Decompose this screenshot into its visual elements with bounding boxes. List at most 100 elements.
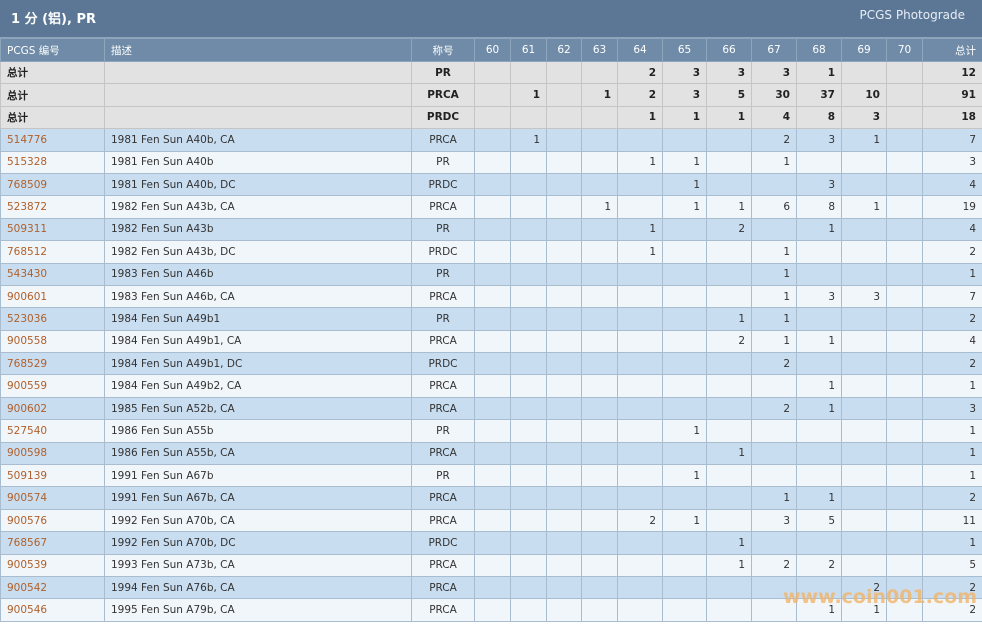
pcgs-number-link[interactable]: 515328 bbox=[7, 156, 48, 169]
pcgs-number-link[interactable]: 543430 bbox=[7, 268, 48, 281]
coin-row: 900602 1985 Fen Sun A52b, CA PRCA 2 1 3 bbox=[0, 396, 982, 421]
cell bbox=[706, 374, 752, 398]
pcgs-number-link[interactable]: 509139 bbox=[7, 469, 48, 482]
cell: 768509 bbox=[0, 172, 105, 197]
cell bbox=[581, 240, 618, 264]
cell: 18 bbox=[922, 105, 982, 130]
cell bbox=[662, 217, 707, 242]
cell: 514776 bbox=[0, 128, 105, 152]
cell bbox=[886, 419, 923, 443]
cell bbox=[474, 60, 511, 85]
coin-row: 900542 1994 Fen Sun A76b, CA PRCA 2 2 bbox=[0, 575, 982, 600]
cell bbox=[796, 531, 842, 555]
cell bbox=[617, 307, 663, 331]
cell bbox=[841, 217, 887, 242]
pcgs-number-link[interactable]: 523036 bbox=[7, 312, 48, 325]
coin-row: 768529 1984 Fen Sun A49b1, DC PRDC 2 2 bbox=[0, 352, 982, 376]
cell bbox=[510, 284, 547, 309]
pcgs-number-link[interactable]: 900559 bbox=[7, 380, 48, 393]
cell bbox=[474, 329, 511, 354]
pcgs-number-link[interactable]: 900558 bbox=[7, 335, 48, 348]
cell bbox=[546, 284, 582, 309]
pcgs-number-link[interactable]: 768529 bbox=[7, 357, 48, 370]
coin-row: 900574 1991 Fen Sun A67b, CA PRCA 1 1 2 bbox=[0, 486, 982, 510]
cell bbox=[510, 172, 547, 197]
pcgs-number-link[interactable]: 768509 bbox=[7, 178, 48, 191]
cell: 768512 bbox=[0, 240, 105, 264]
cell bbox=[581, 598, 618, 622]
cell: 37 bbox=[796, 83, 842, 107]
cell bbox=[474, 486, 511, 510]
cell bbox=[581, 352, 618, 376]
pcgs-number-link[interactable]: 900602 bbox=[7, 402, 48, 415]
pcgs-number-link[interactable]: 900539 bbox=[7, 559, 48, 572]
column-header: 67 bbox=[751, 38, 797, 62]
column-header: 60 bbox=[474, 38, 511, 62]
cell bbox=[546, 396, 582, 421]
cell bbox=[706, 575, 752, 600]
cell: 1983 Fen Sun A46b, CA bbox=[104, 284, 412, 309]
cell bbox=[474, 575, 511, 600]
cell: 1 bbox=[922, 419, 982, 443]
pcgs-number-link[interactable]: 900546 bbox=[7, 604, 48, 617]
cell bbox=[886, 240, 923, 264]
coin-row: 900576 1992 Fen Sun A70b, CA PRCA 2 1 3 5 11 bbox=[0, 508, 982, 533]
cell: 900574 bbox=[0, 486, 105, 510]
cell bbox=[546, 374, 582, 398]
cell bbox=[474, 128, 511, 152]
cell: PRDC bbox=[411, 531, 475, 555]
cell: PRCA bbox=[411, 195, 475, 219]
cell: 19 bbox=[922, 195, 982, 219]
cell bbox=[510, 531, 547, 555]
cell bbox=[841, 352, 887, 376]
cell: 3 bbox=[751, 60, 797, 85]
column-header: 64 bbox=[617, 38, 663, 62]
cell: 1 bbox=[510, 83, 547, 107]
cell: 900559 bbox=[0, 374, 105, 398]
pcgs-number-link[interactable]: 768512 bbox=[7, 245, 48, 258]
pcgs-number-link[interactable]: 900601 bbox=[7, 290, 48, 303]
cell: 1 bbox=[751, 150, 797, 174]
cell bbox=[796, 240, 842, 264]
cell bbox=[510, 486, 547, 510]
cell: 1992 Fen Sun A70b, CA bbox=[104, 508, 412, 533]
pcgs-number-link[interactable]: 900574 bbox=[7, 492, 48, 505]
column-header: 65 bbox=[662, 38, 707, 62]
cell: 509139 bbox=[0, 464, 105, 488]
pcgs-number-link[interactable]: 900576 bbox=[7, 514, 48, 527]
cell bbox=[581, 150, 618, 174]
pcgs-number-link[interactable]: 514776 bbox=[7, 133, 48, 146]
cell bbox=[841, 419, 887, 443]
cell bbox=[617, 598, 663, 622]
cell bbox=[474, 217, 511, 242]
pcgs-number-link[interactable]: 900598 bbox=[7, 447, 48, 460]
cell: 1 bbox=[662, 464, 707, 488]
cell: 1 bbox=[617, 105, 663, 130]
pcgs-number-link[interactable]: 768567 bbox=[7, 536, 48, 549]
subtitle[interactable]: PCGS Photograde bbox=[859, 8, 965, 22]
cell bbox=[546, 486, 582, 510]
pcgs-number-link[interactable]: 509311 bbox=[7, 223, 48, 236]
column-header: 63 bbox=[581, 38, 618, 62]
cell: PR bbox=[411, 419, 475, 443]
pcgs-number-link[interactable]: 523872 bbox=[7, 201, 48, 214]
cell: PR bbox=[411, 217, 475, 242]
cell bbox=[886, 352, 923, 376]
cell: 3 bbox=[922, 150, 982, 174]
cell bbox=[841, 441, 887, 466]
cell bbox=[886, 83, 923, 107]
cell bbox=[474, 553, 511, 577]
cell bbox=[617, 553, 663, 577]
cell: 1 bbox=[751, 486, 797, 510]
cell: 1 bbox=[796, 217, 842, 242]
cell bbox=[796, 150, 842, 174]
column-header: PCGS 编号 bbox=[0, 38, 105, 62]
cell: 768567 bbox=[0, 531, 105, 555]
coin-row: 514776 1981 Fen Sun A40b, CA PRCA 1 2 3 1 7 bbox=[0, 128, 982, 152]
cell bbox=[581, 284, 618, 309]
cell bbox=[510, 575, 547, 600]
pcgs-number-link[interactable]: 900542 bbox=[7, 581, 48, 594]
cell: 1 bbox=[922, 531, 982, 555]
pcgs-number-link[interactable]: 527540 bbox=[7, 424, 48, 437]
coin-row: 543430 1983 Fen Sun A46b PR 1 1 bbox=[0, 262, 982, 286]
